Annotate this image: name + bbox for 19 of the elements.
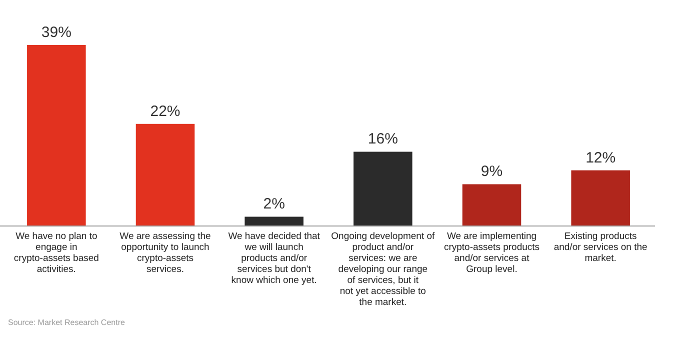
x-tick-label: We are implementing crypto-assets products and/or services at Group level. xyxy=(444,231,540,275)
x-tick-label: We have decided that we will launch products and/or services but don't know which one yet. xyxy=(228,231,320,286)
bar xyxy=(136,124,195,226)
x-tick-label: Ongoing development of product and/or services: we are developing our range of services, but it not yet accessible to the market. xyxy=(331,231,436,308)
data-label: 12% xyxy=(586,149,616,166)
bar xyxy=(27,45,86,226)
data-label: 2% xyxy=(263,196,285,213)
bar xyxy=(354,152,412,226)
data-label: 22% xyxy=(150,102,180,120)
x-tick-label: We have no plan to engage in crypto-assets based activities. xyxy=(14,231,99,275)
x-tick-label: Existing products and/or services on the market. xyxy=(554,231,648,264)
source-note: Source: Market Research Centre xyxy=(8,318,126,327)
data-label: 39% xyxy=(41,24,72,41)
data-label: 16% xyxy=(368,130,398,148)
bar xyxy=(571,170,630,226)
bar xyxy=(244,216,304,226)
data-label: 9% xyxy=(480,163,503,180)
x-tick-label: We are assessing the opportunity to launch crypto-assets services. xyxy=(120,231,211,275)
bar xyxy=(462,184,522,226)
